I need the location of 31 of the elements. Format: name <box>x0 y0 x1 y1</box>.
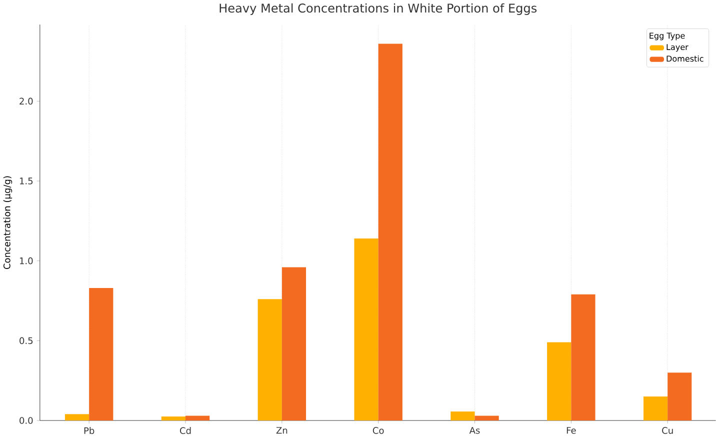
x-tick-label: Pb <box>84 426 94 434</box>
bar <box>474 416 499 420</box>
bar <box>378 44 402 420</box>
x-tick-label: Zn <box>276 426 288 434</box>
bar <box>571 294 596 420</box>
legend-label: Layer <box>666 44 688 52</box>
bar <box>64 414 90 420</box>
x-tick-label: Cd <box>180 426 191 434</box>
chart-title: Heavy Metal Concentrations in White Portion of Eggs <box>220 3 537 15</box>
bar <box>450 411 475 420</box>
y-tick-label: 0.5 <box>20 337 33 344</box>
x-tick-label: As <box>469 426 480 434</box>
bar <box>89 288 114 420</box>
x-tick-label: Fe <box>566 426 576 434</box>
y-axis-title: Concentration (µg/g) <box>3 176 12 269</box>
legend-title: Egg Type <box>650 32 685 40</box>
bar <box>185 416 210 420</box>
bar <box>161 416 186 420</box>
y-tick-label: 1.5 <box>20 177 33 184</box>
y-tick-label: 2.0 <box>20 98 33 104</box>
bar <box>282 267 306 420</box>
bar <box>668 372 692 420</box>
x-tick-label: Cu <box>662 426 673 434</box>
legend-label: Domestic <box>666 55 704 62</box>
y-tick-label: 0.0 <box>20 416 33 424</box>
bar <box>258 298 282 420</box>
x-tick-label: Co <box>372 426 384 434</box>
bar <box>643 396 668 420</box>
bar <box>354 238 378 420</box>
bar <box>547 342 572 420</box>
y-tick-label: 1.0 <box>20 257 33 264</box>
